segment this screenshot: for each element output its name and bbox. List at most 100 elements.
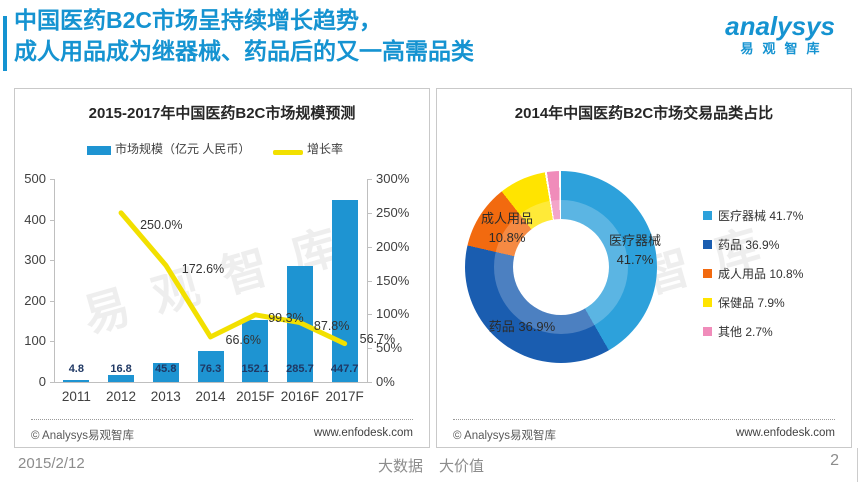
x-axis <box>54 382 368 383</box>
y-axis-right-tick <box>368 212 372 214</box>
x-category-label: 2017F <box>325 389 364 404</box>
y-axis-left-tick <box>50 179 54 180</box>
y-axis-left-tick <box>50 300 54 302</box>
y-axis-right-tick <box>368 348 372 350</box>
legend-label: 保健品 7.9% <box>718 295 785 310</box>
donut-hole <box>513 219 609 315</box>
legend-item: 成人用品 10.8% <box>703 265 803 281</box>
y-axis-left-tick <box>50 260 54 262</box>
legend-label: 药品 36.9% <box>718 237 780 252</box>
legend-swatch <box>703 268 712 278</box>
bar-value-label: 152.1 <box>241 363 269 375</box>
y-axis-right-tick <box>368 382 372 383</box>
pie-slice-label-name: 成人用品 <box>480 211 533 226</box>
donut-chart: 医疗器械 41.7% 成人用品 10.8% 药品 36.9% 医疗器械 41.7% 药品 3… <box>437 89 851 447</box>
growth-value-label: 56.7% <box>359 331 396 346</box>
bar <box>108 375 135 382</box>
website-text: www.enfodesk.com <box>313 427 413 439</box>
legend-line-swatch <box>273 150 303 155</box>
card-divider <box>453 419 835 420</box>
bar-value-label: 45.8 <box>155 363 177 375</box>
pie-slice-label: 成人用品 10.8% <box>463 209 551 247</box>
analysys-logo-tagline: 易观智库 <box>740 41 829 56</box>
y-axis-left-tick-label: 0 <box>38 374 46 389</box>
x-category-label: 2014 <box>195 389 226 404</box>
copyright-text: © Analysys易观智库 <box>31 430 135 442</box>
pie-slice-label: 药品 36.9% <box>488 319 556 334</box>
bar <box>152 363 179 382</box>
legend-item: 医疗器械 41.7% <box>703 207 803 223</box>
growth-value-label: 87.8% <box>313 318 350 333</box>
page-title-line2: 成人用品成为继器械、药品后的又一高需品类 <box>14 38 474 64</box>
y-axis-left-tick <box>50 382 54 383</box>
growth-value-label: 172.6% <box>181 262 225 277</box>
y-axis-left-tick-label: 200 <box>24 292 46 308</box>
legend-line-label: 增长率 <box>307 142 344 156</box>
analysys-logo: analysys 易观智库 <box>725 12 835 58</box>
y-axis-left-tick-label: 400 <box>24 211 46 227</box>
y-axis-right-tick-label: 50% <box>376 340 403 356</box>
donut-chart-card: 易观智库 2014年中国医药B2C市场交易品类占比 医疗器械41.7%成人用品1… <box>436 88 852 448</box>
x-category-label: 2013 <box>150 389 181 404</box>
copyright-text: © Analysys易观智库 <box>453 430 557 442</box>
footer-slogan-right: 大价值 <box>439 458 485 475</box>
y-axis-left <box>54 179 55 382</box>
y-axis-right-tick <box>368 179 372 180</box>
bar-chart-title: 2015-2017年中国医药B2C市场规模预测 <box>88 105 356 122</box>
bar <box>331 200 358 382</box>
legend-swatch <box>703 326 712 336</box>
footer-date: 2015/2/12 <box>18 455 85 472</box>
y-axis-left-tick-label: 300 <box>24 252 46 268</box>
bar-value-label: 447.7 <box>330 363 359 375</box>
legend-item: 保健品 7.9% <box>703 294 785 310</box>
legend-bar-swatch <box>87 146 111 155</box>
growth-value-label: 99.3% <box>268 310 304 325</box>
y-axis-right-tick-label: 200% <box>376 238 410 254</box>
donut-chart-title: 2014年中国医药B2C市场交易品类占比 <box>514 105 774 122</box>
bar-value-label: 4.8 <box>68 363 84 375</box>
x-category-label: 2015F <box>236 389 275 404</box>
y-axis-right-tick-label: 250% <box>376 204 410 220</box>
y-axis-right-tick-label: 0% <box>376 374 395 389</box>
y-axis-right <box>367 179 368 383</box>
x-category-label: 2012 <box>106 389 137 404</box>
title-accent-bar <box>3 16 7 71</box>
x-category-label: 2011 <box>61 389 91 404</box>
legend-label: 其他 2.7% <box>718 324 773 339</box>
pie-slice-label-name: 医疗器械 <box>608 233 661 248</box>
footer-slogan: 大数据 大价值 <box>378 455 500 476</box>
legend-item: 药品 36.9% <box>703 236 779 252</box>
bar <box>197 351 224 382</box>
legend-swatch <box>703 210 712 220</box>
bar-value-label: 16.8 <box>110 363 132 375</box>
card-divider <box>31 419 413 420</box>
legend-swatch <box>703 297 712 307</box>
legend-label: 医疗器械 41.7% <box>718 208 804 223</box>
y-axis-left-tick-label: 100 <box>24 333 46 349</box>
bar <box>63 380 90 382</box>
x-category-label: 2016F <box>280 389 320 404</box>
pie-slice-label-value: 10.8% <box>488 230 526 245</box>
legend-label: 成人用品 10.8% <box>718 266 804 281</box>
legend-swatch <box>703 239 712 249</box>
bar-line-chart: 0 100 200 300 400 500 0% 50% 100% 150% 200% 250% 300… <box>15 89 429 447</box>
bar-value-label: 76.3 <box>199 363 222 375</box>
y-axis-right-tick-label: 150% <box>376 272 410 288</box>
pie-slice-label-value: 41.7% <box>616 252 654 267</box>
website-text: www.enfodesk.com <box>735 427 835 439</box>
y-axis-left-tick <box>50 219 54 221</box>
page-title: 中国医药B2C市场呈持续增长趋势， 成人用品成为继器械、药品后的又一高需品类 <box>14 5 474 67</box>
y-axis-right-tick-label: 100% <box>376 306 410 322</box>
bar-value-label: 285.7 <box>286 363 314 375</box>
pie-slice-label: 医疗器械 41.7% <box>591 231 679 269</box>
legend-item: 其他 2.7% <box>703 323 773 339</box>
page-number: 2 <box>830 452 839 469</box>
y-axis-right-tick <box>368 314 372 316</box>
legend-bar-label: 市场规模（亿元 人民币） <box>115 142 251 156</box>
footer-slogan-left: 大数据 <box>378 458 424 475</box>
y-axis-right-tick-label: 300% <box>376 171 410 186</box>
bar-chart-card: 易观智库 2015-2017年中国医药B2C市场规模预测 0 100 200 300 4… <box>14 88 430 448</box>
growth-value-label: 250.0% <box>140 217 183 232</box>
growth-value-label: 66.6% <box>225 332 261 347</box>
